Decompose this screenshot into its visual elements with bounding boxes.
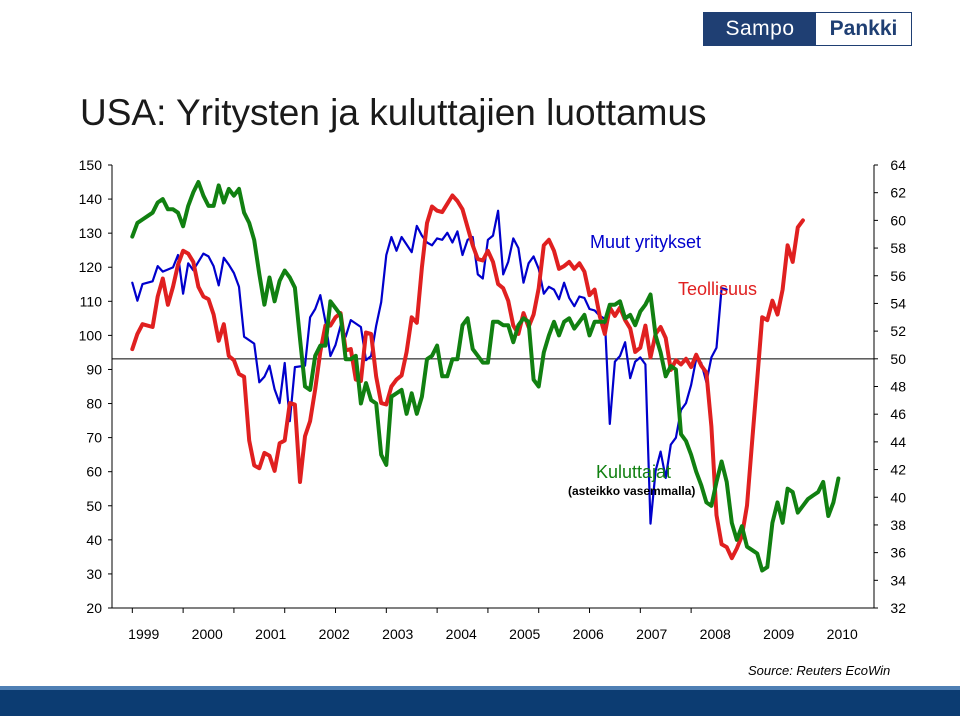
right-tick-label: 56 — [890, 268, 906, 284]
series-line-teollisuus — [130, 193, 805, 561]
x-tick-label: 2006 — [573, 626, 604, 642]
right-tick-label: 62 — [890, 185, 906, 201]
left-axis-ticks: 20 30 40 50 60 70 80 90 100 110 120 130 140 150 — [79, 157, 112, 616]
x-tick-label: 2004 — [446, 626, 477, 642]
series-line-kuluttajat — [130, 180, 841, 573]
right-tick-label: 38 — [890, 517, 906, 533]
x-tick-label: 2003 — [382, 626, 413, 642]
right-tick-label: 34 — [890, 572, 906, 588]
left-tick-label: 20 — [86, 600, 102, 616]
series-line-muut-yritykset — [131, 209, 728, 525]
left-tick-label: 140 — [79, 191, 103, 207]
left-tick-label: 30 — [86, 566, 102, 582]
x-axis-ticks: 1999 2000 2001 2002 2003 2004 2005 2006 2007 2008… — [128, 608, 858, 642]
chart-title: USA: Yritysten ja kuluttajien luottamus — [80, 92, 707, 133]
series-layer — [130, 180, 841, 573]
left-tick-label: 150 — [79, 157, 103, 173]
right-tick-label: 60 — [890, 212, 906, 228]
right-tick-label: 44 — [890, 434, 906, 450]
x-tick-label: 2002 — [319, 626, 350, 642]
label-muut-yritykset: Muut yritykset — [590, 232, 701, 252]
logo-pankki-text: Pankki — [816, 13, 911, 45]
left-tick-label: 50 — [86, 498, 102, 514]
right-tick-label: 58 — [890, 240, 906, 256]
x-tick-label: 2009 — [763, 626, 794, 642]
right-axis-ticks: 32 34 36 38 40 42 44 46 48 50 52 54 56 58 60 62 64 — [874, 157, 906, 616]
label-kuluttajat: Kuluttajat — [596, 462, 671, 482]
top-header-bar: Sampo Pankki — [0, 0, 960, 58]
footer-stripe — [0, 686, 960, 690]
source-note: Source: Reuters EcoWin — [748, 663, 891, 678]
x-tick-label: 2001 — [255, 626, 286, 642]
right-tick-label: 54 — [890, 295, 906, 311]
right-tick-label: 46 — [890, 406, 906, 422]
x-tick-label: 2010 — [827, 626, 858, 642]
x-tick-label: 2000 — [192, 626, 223, 642]
x-tick-label: 2005 — [509, 626, 540, 642]
right-tick-label: 42 — [890, 462, 906, 478]
right-tick-label: 52 — [890, 323, 906, 339]
left-tick-label: 100 — [79, 327, 103, 343]
right-tick-label: 32 — [890, 600, 906, 616]
x-tick-label: 2007 — [636, 626, 667, 642]
left-tick-label: 110 — [80, 293, 103, 309]
right-tick-label: 50 — [890, 351, 906, 367]
right-tick-label: 36 — [890, 545, 906, 561]
label-asteikko-vasemmalla: (asteikko vasemmalla) — [568, 484, 695, 498]
left-tick-label: 120 — [79, 259, 103, 275]
x-tick-label: 2008 — [700, 626, 731, 642]
annotations: Muut yritykset Teollisuus Kuluttajat (as… — [568, 232, 757, 498]
left-tick-label: 80 — [86, 396, 102, 412]
left-tick-label: 40 — [86, 532, 102, 548]
label-teollisuus: Teollisuus — [678, 279, 757, 299]
sampo-pankki-logo: Sampo Pankki — [703, 12, 912, 46]
x-tick-label: 1999 — [128, 626, 159, 642]
left-tick-label: 70 — [86, 430, 102, 446]
left-tick-label: 130 — [79, 225, 103, 241]
right-tick-label: 48 — [890, 379, 906, 395]
right-tick-label: 40 — [890, 489, 906, 505]
left-tick-label: 90 — [86, 361, 102, 377]
left-tick-label: 60 — [86, 464, 102, 480]
bottom-footer-bar — [0, 686, 960, 716]
right-tick-label: 64 — [890, 157, 906, 173]
logo-sampo-text: Sampo — [704, 13, 816, 45]
